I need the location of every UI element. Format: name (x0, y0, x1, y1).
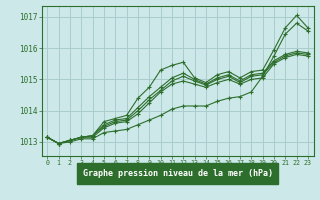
X-axis label: Graphe pression niveau de la mer (hPa): Graphe pression niveau de la mer (hPa) (83, 169, 273, 178)
